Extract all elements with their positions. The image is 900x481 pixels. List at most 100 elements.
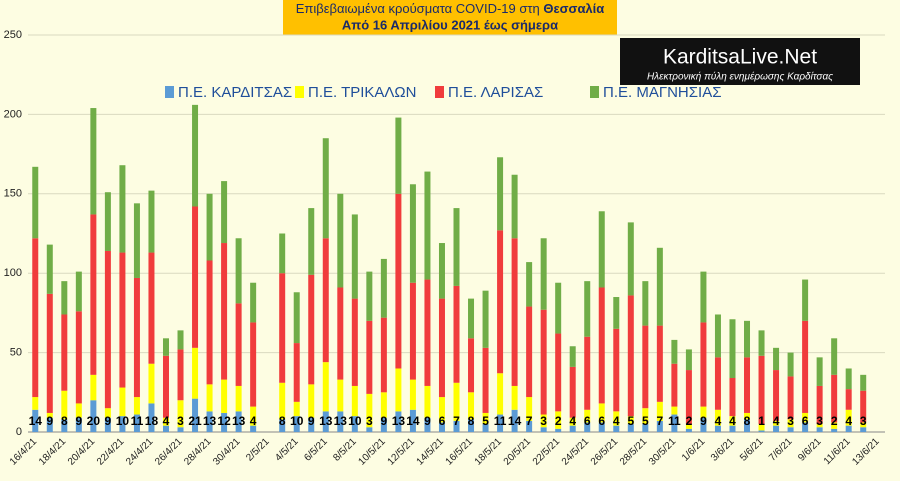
data-label: 9 bbox=[381, 414, 388, 428]
y-tick-label: 200 bbox=[4, 108, 22, 120]
bar-segment bbox=[75, 271, 82, 312]
bar-segment bbox=[75, 403, 82, 418]
bar-segment bbox=[540, 427, 547, 432]
bar-segment bbox=[221, 379, 228, 413]
bar-segment bbox=[366, 393, 373, 428]
bar-segment bbox=[555, 411, 562, 429]
bar-segment bbox=[729, 319, 736, 379]
bar-segment bbox=[468, 419, 475, 432]
x-tick-label: 26/4/21 bbox=[153, 436, 185, 468]
data-label: 4 bbox=[773, 414, 780, 428]
bar-segment bbox=[671, 406, 678, 415]
bar-segment bbox=[438, 422, 445, 432]
bar-segment bbox=[351, 298, 358, 386]
bar-segment bbox=[714, 314, 721, 358]
bar-segment bbox=[613, 328, 620, 412]
bar-segment bbox=[744, 412, 751, 420]
bar-segment bbox=[90, 400, 97, 432]
bar-segment bbox=[308, 384, 315, 418]
bar-segment bbox=[250, 322, 257, 407]
data-label: 9 bbox=[424, 414, 431, 428]
bar-segment bbox=[656, 247, 663, 326]
bar-segment bbox=[177, 330, 184, 350]
bar-segment bbox=[569, 417, 576, 426]
bar-segment bbox=[627, 295, 634, 417]
bar-segment bbox=[46, 417, 53, 432]
bar-segment bbox=[366, 427, 373, 432]
bar-segment bbox=[555, 428, 562, 432]
bar-segment bbox=[61, 281, 68, 315]
bar-segment bbox=[860, 390, 867, 423]
bar-segment bbox=[293, 401, 300, 417]
bar-segment bbox=[540, 238, 547, 310]
bar-segment bbox=[860, 427, 867, 432]
data-label: 7 bbox=[657, 414, 664, 428]
data-label: 3 bbox=[540, 414, 547, 428]
x-tick-label: 18/5/21 bbox=[473, 436, 505, 468]
bar-segment bbox=[308, 208, 315, 275]
bar-segment bbox=[46, 412, 53, 418]
bar-segment bbox=[816, 357, 823, 386]
bar-segment bbox=[802, 320, 809, 413]
bar-segment bbox=[453, 382, 460, 421]
bar-segment bbox=[468, 392, 475, 420]
bar-segment bbox=[845, 368, 852, 390]
bar-segment bbox=[337, 411, 344, 432]
bar-segment bbox=[468, 338, 475, 393]
x-tick-label: 24/5/21 bbox=[560, 436, 592, 468]
bar-segment bbox=[729, 425, 736, 432]
data-label: 5 bbox=[642, 414, 649, 428]
bar-segment bbox=[322, 362, 329, 412]
bar-segment bbox=[497, 230, 504, 374]
bar-segment bbox=[279, 382, 286, 420]
bar-segment bbox=[685, 424, 692, 429]
x-tick-label: 24/4/21 bbox=[124, 436, 156, 468]
data-label: 3 bbox=[816, 414, 823, 428]
bar-segment bbox=[482, 290, 489, 348]
bar-segment bbox=[816, 427, 823, 432]
bar-segment bbox=[119, 165, 126, 253]
bar-segment bbox=[351, 416, 358, 432]
data-label: 10 bbox=[116, 414, 130, 428]
bar-segment bbox=[526, 397, 533, 421]
data-label: 4 bbox=[250, 414, 257, 428]
bar-segment bbox=[235, 238, 242, 304]
data-label: 6 bbox=[439, 414, 446, 428]
bar-segment bbox=[714, 357, 721, 410]
data-label: 21 bbox=[188, 414, 202, 428]
legend-swatch bbox=[165, 86, 174, 98]
bar-segment bbox=[598, 211, 605, 288]
bar-segment bbox=[409, 379, 416, 410]
bar-segment bbox=[773, 347, 780, 371]
legend-label: Π.Ε. ΚΑΡΔΙΤΣΑΣ bbox=[178, 84, 292, 101]
x-tick-label: 6/5/21 bbox=[302, 436, 330, 464]
x-tick-label: 12/5/21 bbox=[386, 436, 418, 468]
bar-segment bbox=[656, 420, 663, 432]
bar-segment bbox=[656, 325, 663, 402]
bar-segment bbox=[162, 417, 169, 426]
bar-segment bbox=[511, 385, 518, 410]
bar-segment bbox=[104, 192, 111, 251]
legend-swatch bbox=[295, 86, 304, 98]
bar-segment bbox=[758, 355, 765, 425]
bar-segment bbox=[75, 311, 82, 404]
x-tick-label: 4/5/21 bbox=[273, 436, 301, 464]
bar-segment bbox=[468, 298, 475, 339]
data-label: 8 bbox=[61, 414, 68, 428]
bar-segment bbox=[569, 425, 576, 432]
bar-segment bbox=[119, 252, 126, 388]
data-label: 8 bbox=[279, 414, 286, 428]
bar-segment bbox=[250, 406, 257, 426]
bar-segment bbox=[380, 317, 387, 393]
data-label: 9 bbox=[700, 414, 707, 428]
bar-segment bbox=[598, 287, 605, 404]
bar-segment bbox=[685, 428, 692, 432]
data-label: 4 bbox=[163, 414, 170, 428]
bar-segment bbox=[119, 416, 126, 432]
x-tick-label: 9/6/21 bbox=[796, 436, 824, 464]
bar-segment bbox=[671, 414, 678, 432]
data-label: 4 bbox=[613, 414, 620, 428]
data-label: 4 bbox=[845, 414, 852, 428]
y-tick-label: 100 bbox=[4, 267, 22, 279]
data-label: 7 bbox=[526, 414, 533, 428]
